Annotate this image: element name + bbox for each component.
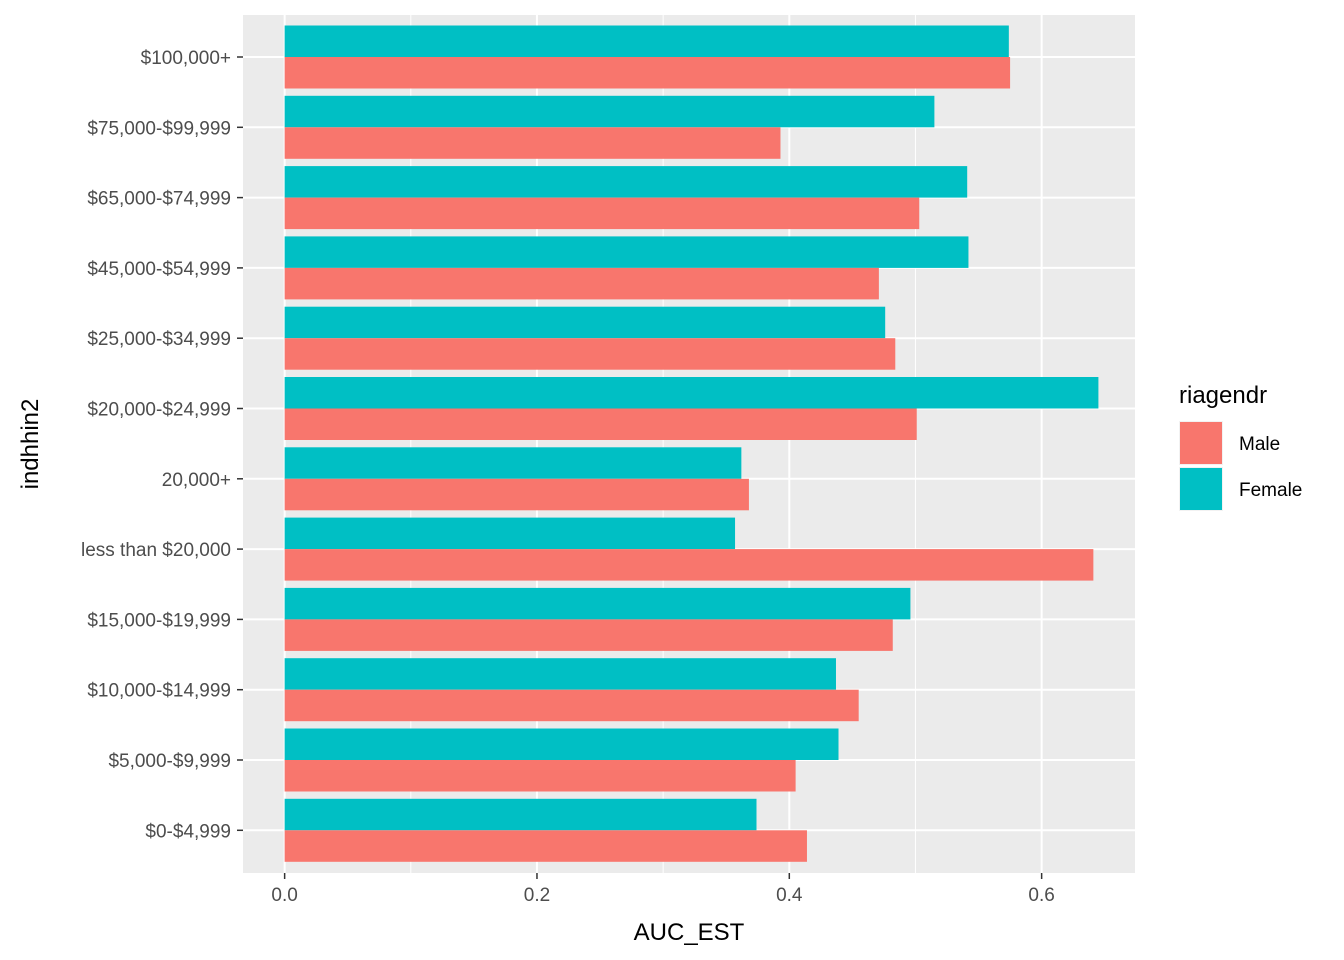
bar-female	[284, 447, 742, 479]
y-tick-label: $20,000-$24,999	[87, 400, 231, 421]
bar-male	[284, 830, 807, 862]
bar-female	[284, 658, 836, 690]
bar-female	[284, 306, 886, 339]
y-tick-label: $5,000-$9,999	[108, 751, 231, 772]
y-tick-label: $65,000-$74,999	[87, 189, 231, 210]
bar-male	[284, 267, 879, 300]
y-tick-label: $0-$4,999	[145, 821, 231, 842]
x-axis-title: AUC_EST	[634, 919, 745, 946]
y-tick-label: $25,000-$34,999	[87, 329, 231, 350]
x-axis: 0.0 0.2 0.4 0.6	[271, 873, 1055, 906]
legend-label-male: Male	[1239, 434, 1280, 455]
bar-female	[284, 517, 736, 550]
legend: riagendr Male Female	[1179, 382, 1302, 511]
y-tick-label: 20,000+	[162, 470, 231, 491]
bar-female	[284, 25, 1009, 57]
bar-female	[284, 377, 1099, 409]
bar-female	[284, 236, 969, 268]
legend-title: riagendr	[1179, 382, 1267, 409]
y-tick-label: $100,000+	[141, 48, 231, 69]
bar-male	[284, 197, 920, 230]
legend-swatch-female	[1180, 468, 1222, 510]
bar-female	[284, 95, 935, 128]
bar-female	[284, 166, 968, 198]
y-tick-label: $75,000-$99,999	[87, 118, 231, 139]
bar-male	[284, 478, 749, 511]
bar-male	[284, 57, 1011, 89]
bar-female	[284, 798, 757, 831]
bar-male	[284, 408, 917, 440]
x-tick-label: 0.0	[271, 885, 297, 906]
x-tick-label: 0.6	[1028, 885, 1054, 906]
y-tick-label: $15,000-$19,999	[87, 610, 231, 631]
y-axis-title: indhhin2	[17, 399, 44, 490]
bars	[284, 25, 1099, 862]
legend-swatch-male	[1180, 422, 1222, 464]
x-tick-label: 0.4	[776, 885, 803, 906]
bar-female	[284, 587, 911, 620]
bar-male	[284, 619, 893, 651]
bar-female	[284, 728, 839, 760]
y-tick-label: less than $20,000	[81, 540, 231, 561]
bar-male	[284, 549, 1094, 581]
x-tick-label: 0.2	[524, 885, 550, 906]
bar-male	[284, 760, 796, 792]
bar-male	[284, 689, 859, 722]
y-axis: $100,000+ $75,000-$99,999 $65,000-$74,999 $…	[81, 48, 243, 842]
bar-male	[284, 127, 781, 159]
bar-male	[284, 338, 896, 370]
y-tick-label: $45,000-$54,999	[87, 259, 231, 280]
legend-label-female: Female	[1239, 480, 1302, 501]
y-tick-label: $10,000-$14,999	[87, 681, 231, 702]
